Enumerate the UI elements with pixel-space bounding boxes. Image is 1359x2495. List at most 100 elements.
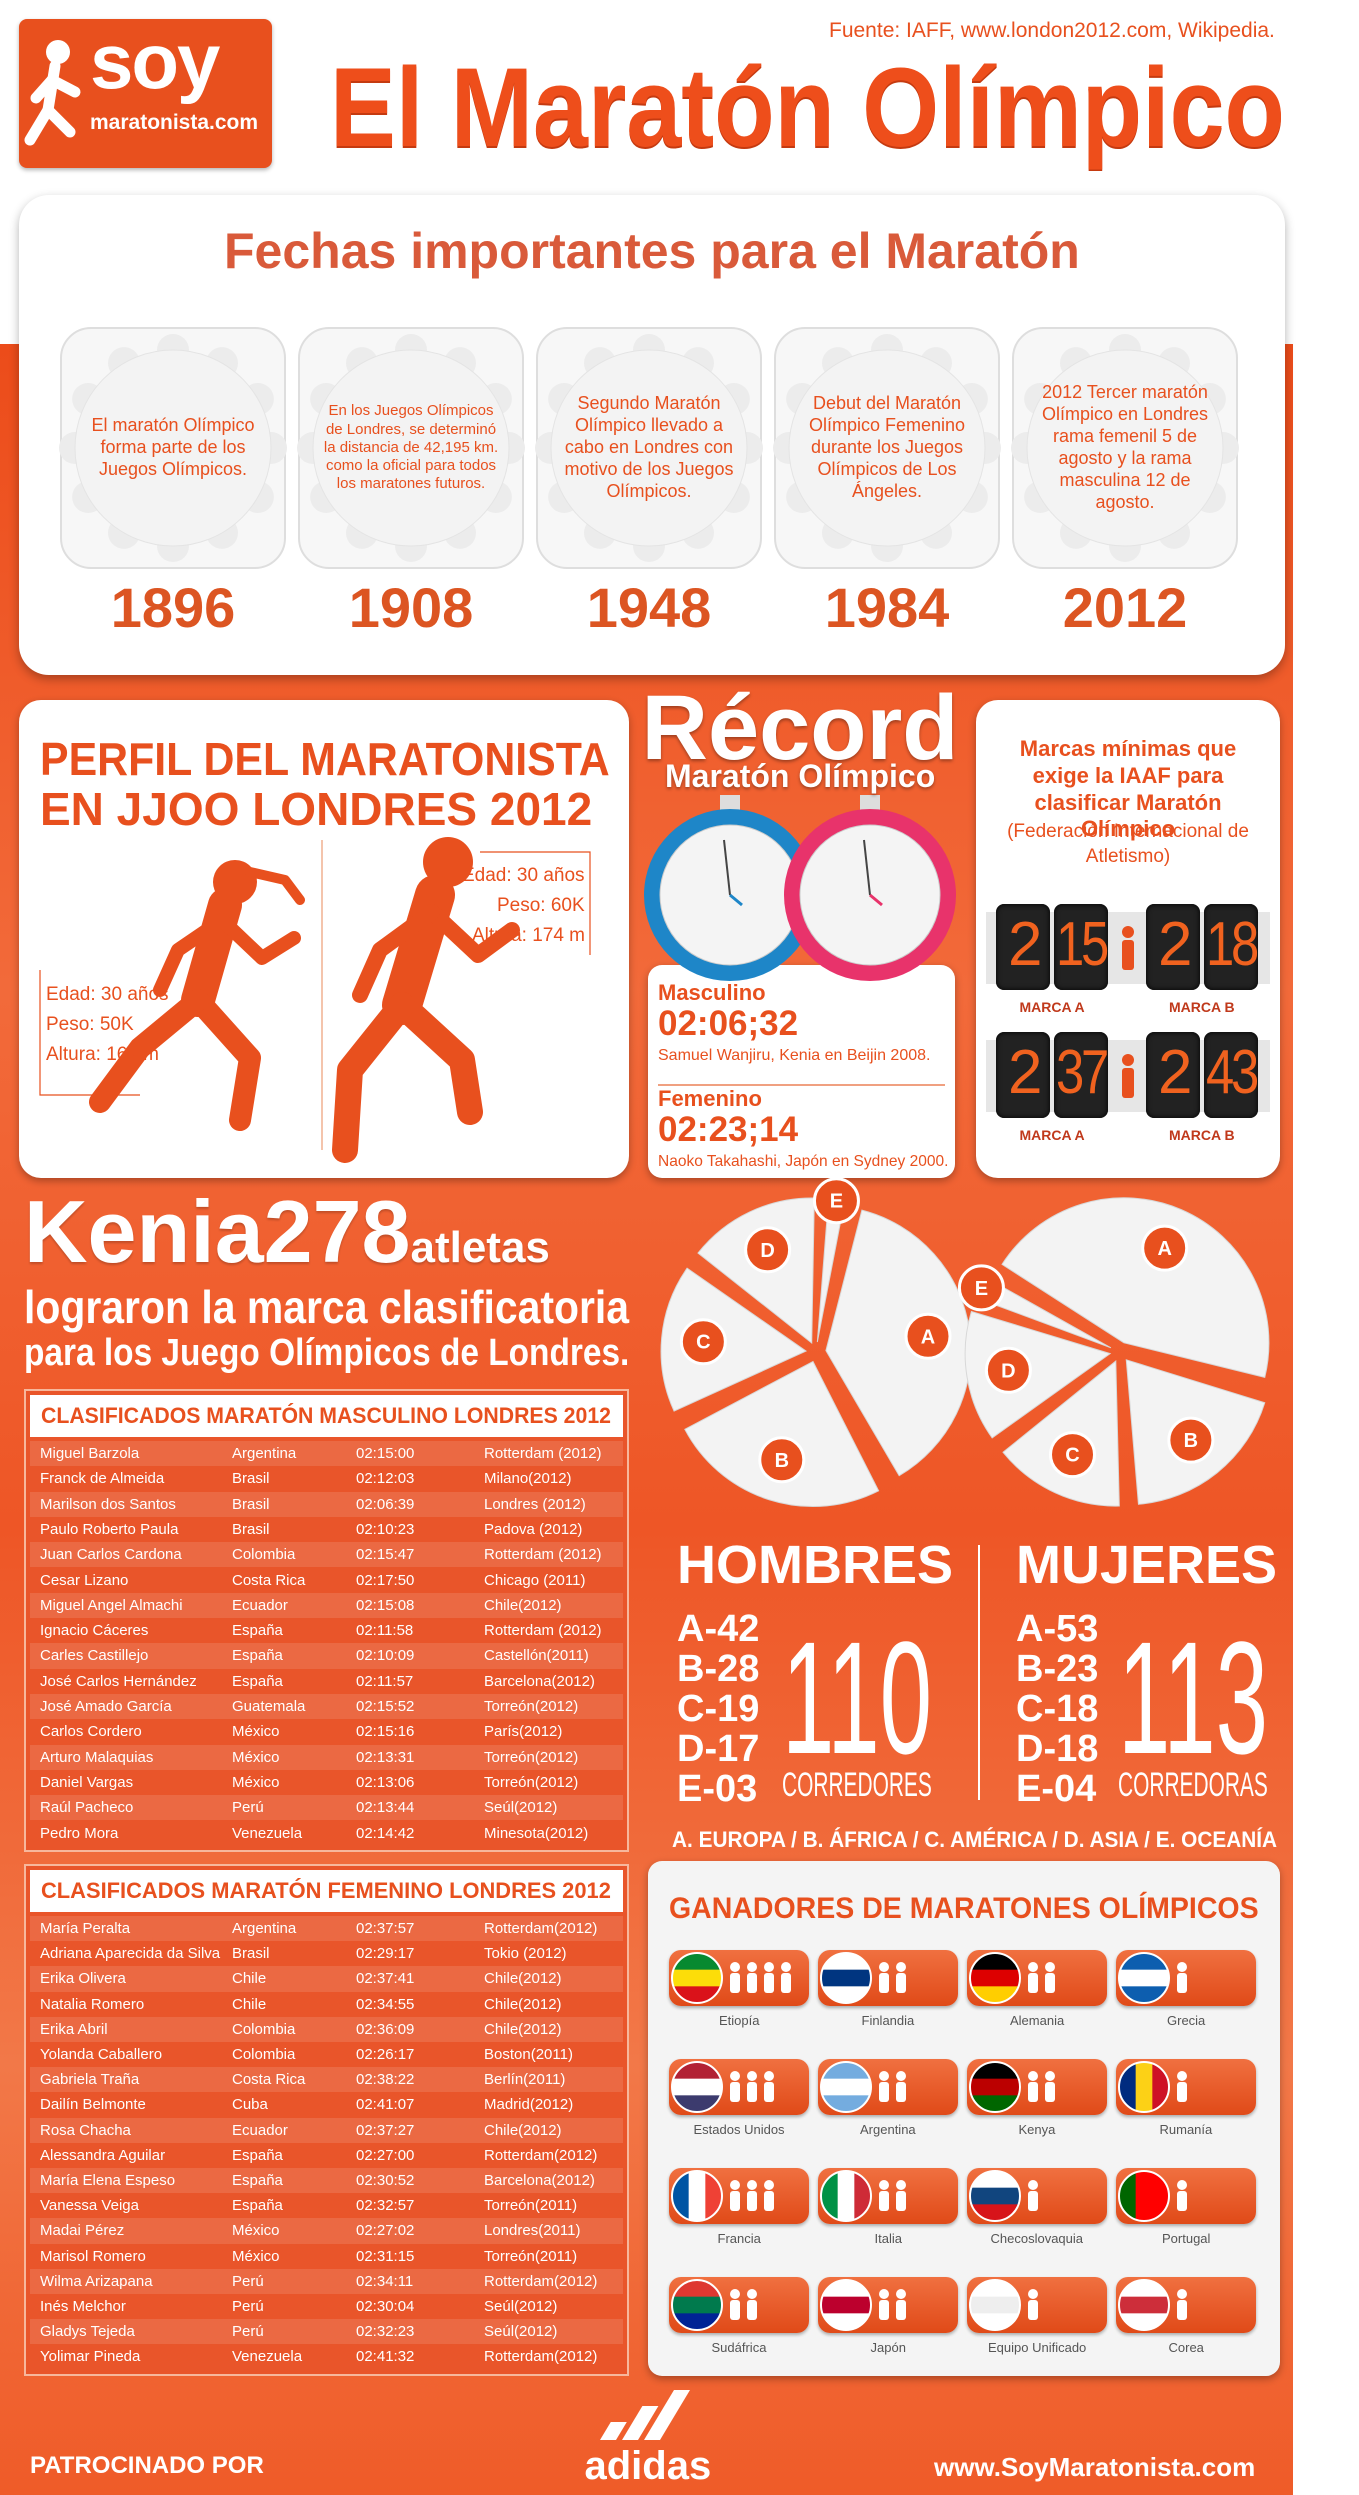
icon-body [1177,2082,1187,2102]
icon-head [747,2071,757,2081]
winner-icon [730,1962,740,1993]
table-cell: Torreón(2011) [484,2247,578,2265]
gender-entry: B-23 [1016,1648,1099,1690]
table-cell: Chile(2012) [484,2020,562,2038]
table-cell: Chile [232,1970,267,1988]
pie-slice [684,1360,880,1508]
gear-body [74,349,272,547]
digit-tile [1146,1032,1200,1118]
winner-icon [879,2180,889,2211]
pie-label: D [760,1240,774,1262]
table-cell: Raúl Pacheco [40,1799,134,1817]
winner-icon [1028,2071,1038,2102]
flag-rim [820,1952,872,2004]
winner-icon [730,2071,740,2102]
icon-body [764,1973,774,1993]
table-cell: 02:15:16 [356,1723,415,1741]
table-cell: México [232,1748,280,1766]
date-year: 2012 [1062,576,1188,639]
table-cell: Chile(2012) [484,1970,562,1988]
winner-icon [730,2289,740,2320]
table-cell: 02:15:00 [356,1445,415,1462]
digit-tile [1054,904,1108,990]
runner-silhouette [424,904,520,963]
table-cell: 02:06:39 [356,1495,415,1513]
table-row [30,1441,623,1467]
pie-label-badge [957,1264,1005,1312]
table-cell: María Peralta [40,1920,131,1937]
winner-country: Portugal [1162,2231,1211,2246]
table-cell: Brasil [232,1945,270,1963]
table-cell: 02:30:04 [356,2298,415,2315]
winner-icon [1028,2289,1038,2320]
table-cell: 02:36:09 [356,2020,415,2038]
logo-head [46,40,70,64]
gender-entry: C-19 [677,1688,760,1730]
date-text: 2012 Tercer maratón Olímpico en Londres … [1041,382,1209,512]
flag-rim [969,2061,1021,2113]
runner-head [423,837,473,887]
icon-body [764,2082,774,2102]
icon-body [747,2082,757,2102]
table-cell: Gladys Tejeda [40,2323,135,2341]
icon-head [879,2071,889,2081]
flag-stripe [821,2171,839,2221]
icon-body [730,2082,740,2102]
table-cell: José Carlos Hernández [40,1672,197,1690]
gender-entry: E-03 [677,1768,758,1810]
icon-head [781,1962,791,1972]
runner-silhouette [215,913,301,965]
table-cell: España [232,2146,283,2164]
table-cell: 02:10:23 [356,1520,415,1538]
record-label: Femenino [658,1086,762,1111]
icon-body [747,2191,757,2211]
pie-label: E [830,1191,843,1213]
table-cell: Gabriela Traña [40,2071,140,2089]
marca-label: MARCA B [1169,999,1235,1015]
table-cell: 02:11:58 [356,1622,414,1640]
kenia-text: 278 [263,1182,411,1281]
pie-slice [660,1267,808,1412]
table-row [30,2117,623,2143]
table-cell: Torreón(2012) [484,1748,579,1766]
flag-stripe [970,2280,1020,2298]
table-cell: España [232,1647,283,1665]
table-cell: 02:14:42 [356,1824,415,1842]
table-cell: Wilma Arizapana [40,2272,153,2290]
gear-body [1026,349,1224,547]
winners-title: GANADORES DE MARATONES OLÍMPICOS [669,1892,1259,1925]
pie-label: D [1001,1360,1015,1382]
table-cell: Berlín(2011) [484,2071,566,2089]
date-year: 1948 [586,576,712,639]
table-cell: México [232,2222,280,2240]
winner-icon [747,2289,757,2320]
icon-head [1045,2071,1055,2081]
table-cell: Rotterdam(2012) [484,1920,598,1937]
gender-entry: E-04 [1016,1768,1097,1810]
winner-icon [781,1962,791,1993]
icon-head [747,1962,757,1972]
flag-stripe [970,2187,1020,2205]
flag-stripe [970,2078,1020,2096]
table-title-bar [30,1870,623,1912]
pie-label-badge [984,1346,1032,1394]
table-cell: Madrid(2012) [484,2096,574,2114]
winner-country: Finlandia [861,2013,915,2028]
table-cell: Minesota(2012) [484,1824,589,1842]
pie-label-badge [904,1312,952,1360]
winner-icon [730,2180,740,2211]
watch-hand [723,839,731,896]
winner-country: Checoslovaquia [990,2231,1084,2246]
flag-stripe [970,2171,1020,2189]
logo-runner [30,74,58,104]
table-cell: Ecuador [232,2121,288,2139]
icon-head [747,2289,757,2299]
table-cell: María Elena Espeso [40,2172,176,2189]
table-cell: Perú [232,2323,264,2341]
winner-icon [896,1962,906,1993]
pie-label: C [1065,1445,1079,1467]
flag-rim [1118,2170,1170,2222]
icon-body [730,2300,740,2320]
table-cell: Chile(2012) [484,2121,562,2139]
